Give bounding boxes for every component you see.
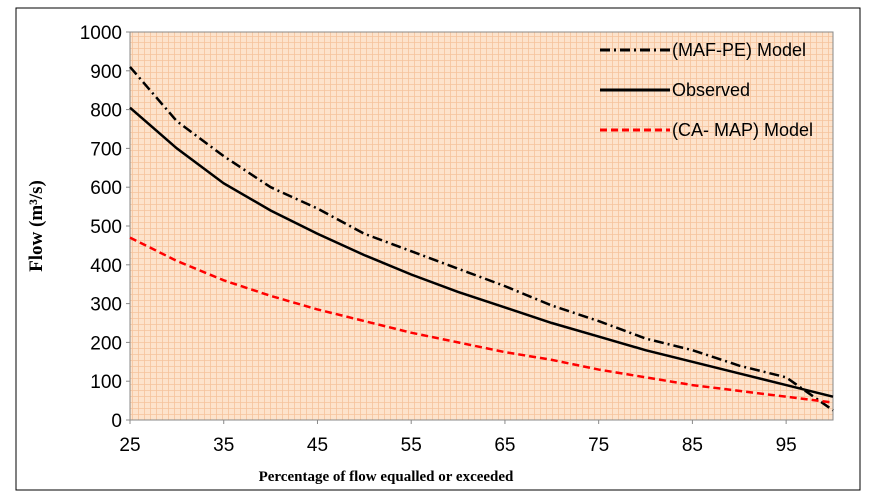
x-tick-label: 95 — [776, 435, 797, 456]
x-tick-label: 75 — [588, 435, 609, 456]
series-line — [129, 236, 834, 404]
y-tick-label: 500 — [90, 217, 122, 238]
x-tick-label: 65 — [494, 435, 515, 456]
y-axis-label: Flow (m³/s) — [26, 180, 47, 272]
y-tick-label: 800 — [90, 101, 122, 122]
y-tick-label: 1000 — [80, 23, 122, 44]
y-tick-label: 0 — [111, 411, 122, 432]
legend-label: (CA- MAP) Model — [672, 120, 813, 140]
x-axis-label: Percentage of flow equalled or exceeded — [259, 469, 514, 485]
x-tick-label: 45 — [307, 435, 328, 456]
x-tick-label: 85 — [682, 435, 703, 456]
y-tick-label: 400 — [90, 256, 122, 277]
x-tick-label: 25 — [119, 435, 140, 456]
series-line — [129, 66, 834, 412]
legend-label: Observed — [672, 80, 750, 100]
y-tick-label: 300 — [90, 295, 122, 316]
legend-label: (MAF-PE) Model — [672, 40, 806, 60]
series-line — [129, 106, 834, 398]
plot-area — [129, 31, 834, 421]
y-tick-label: 600 — [90, 178, 122, 199]
y-tick-label: 200 — [90, 333, 122, 354]
y-tick-label: 700 — [90, 139, 122, 160]
x-tick-label: 55 — [401, 435, 422, 456]
y-tick-label: 100 — [90, 372, 122, 393]
x-tick-label: 35 — [213, 435, 234, 456]
y-tick-label: 900 — [90, 62, 122, 83]
